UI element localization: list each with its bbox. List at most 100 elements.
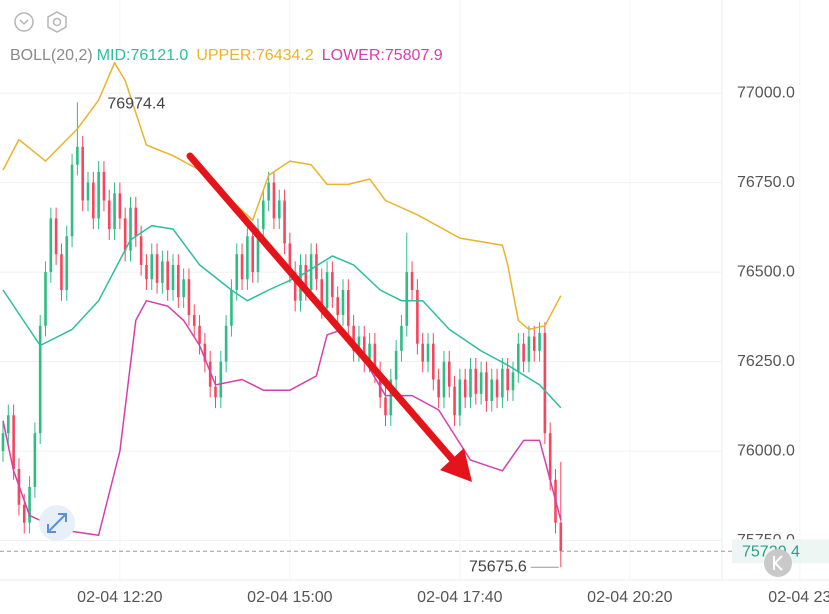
x-tick-label: 02-04 17:40	[417, 589, 503, 606]
candle-body	[410, 272, 414, 290]
chevron	[19, 19, 29, 26]
candle-body	[548, 433, 552, 480]
candle-body	[123, 218, 127, 251]
legend-entry: LOWER:75807.9	[322, 47, 443, 64]
legend-entry: UPPER:76434.2	[196, 47, 314, 64]
candle-body	[256, 229, 260, 273]
candle-body	[54, 218, 58, 255]
candle-body	[49, 218, 53, 273]
logo	[764, 549, 792, 577]
candle-body	[517, 343, 520, 373]
expand-button[interactable]	[39, 505, 75, 541]
candle-body	[187, 279, 191, 316]
candle-body	[320, 279, 324, 308]
candle-body	[155, 254, 159, 283]
arrow-shaft	[186, 152, 456, 463]
candle-body	[177, 264, 180, 298]
candle-body	[426, 343, 430, 362]
candle-body	[437, 379, 440, 398]
settings-icon[interactable]	[47, 11, 67, 33]
candle-body	[235, 254, 239, 290]
candle-body	[272, 182, 276, 219]
candle-body	[38, 325, 42, 434]
candle-body	[304, 264, 308, 290]
candle-body	[107, 200, 111, 230]
y-tick-label: 76750.0	[737, 174, 795, 191]
logo-glyph	[773, 555, 783, 571]
candle-body	[44, 272, 47, 326]
collapse-icon[interactable]	[14, 12, 34, 32]
candle-body	[161, 261, 164, 283]
legend-entry: MID:76121.0	[97, 47, 189, 64]
candle-body	[394, 350, 398, 380]
candle-body	[262, 200, 265, 230]
candle-body	[28, 486, 31, 523]
candle-body	[341, 290, 345, 316]
candle-body	[118, 193, 122, 219]
candle-body	[538, 332, 541, 351]
candle-body	[203, 343, 207, 362]
candle-body	[357, 336, 361, 351]
candle-body	[224, 325, 228, 362]
candle-body	[389, 379, 393, 416]
x-tick-label: 02-04 23	[768, 589, 829, 606]
candle-body	[129, 207, 132, 251]
x-tick-label: 02-04 15:00	[247, 589, 333, 606]
candle-body	[506, 368, 509, 391]
logo-bg	[764, 549, 792, 577]
legend: BOLL(20,2) MID:76121.0 UPPER:76434.2 LOWER:…	[10, 47, 443, 64]
candle-body	[230, 290, 233, 326]
candle-body	[251, 236, 254, 273]
x-tick-label: 02-04 12:20	[77, 589, 163, 606]
candle-body	[214, 386, 217, 398]
candle-body	[283, 200, 286, 244]
candle-body	[12, 415, 15, 470]
candle-body	[288, 243, 292, 273]
candle-body	[86, 182, 90, 201]
candle-body	[240, 254, 244, 280]
candle-body	[400, 325, 403, 351]
candle-body	[479, 372, 483, 394]
low-label: 75675.6	[469, 558, 527, 575]
candle-body	[192, 315, 196, 326]
candle-body	[102, 171, 106, 201]
candle-body	[150, 254, 154, 280]
settings-dot	[52, 17, 62, 27]
candle-body	[76, 146, 79, 165]
candle-body	[97, 171, 100, 219]
candle-body	[277, 200, 281, 219]
candle-body	[22, 504, 26, 523]
candle-body	[527, 336, 531, 362]
y-tick-label: 76500.0	[737, 263, 795, 280]
candle-body	[246, 236, 249, 280]
candle-body	[463, 379, 467, 398]
candle-body	[309, 254, 313, 290]
candle-body	[134, 207, 138, 237]
candle-body	[113, 193, 116, 230]
candle-body	[458, 379, 462, 416]
expand-glyph	[47, 513, 67, 533]
candle-body	[378, 372, 382, 398]
candle-body	[65, 236, 69, 290]
candle-body	[60, 254, 63, 290]
candle-body	[453, 386, 456, 416]
indicator-label: BOLL(20,2)	[10, 47, 93, 64]
candle-body	[421, 343, 424, 362]
candle-body	[432, 343, 435, 380]
arrow-head	[440, 448, 472, 482]
candle-body	[33, 433, 37, 487]
candle-body	[166, 261, 169, 290]
plot-area	[1, 61, 563, 568]
candle-body	[532, 336, 536, 351]
candle-body	[522, 343, 525, 362]
candle-body	[198, 325, 201, 344]
band-line	[2, 299, 562, 536]
candle-body	[368, 343, 371, 362]
candle-body	[219, 361, 223, 398]
candle-body	[511, 372, 515, 391]
candle-body	[325, 272, 329, 308]
candle-body	[405, 272, 409, 326]
